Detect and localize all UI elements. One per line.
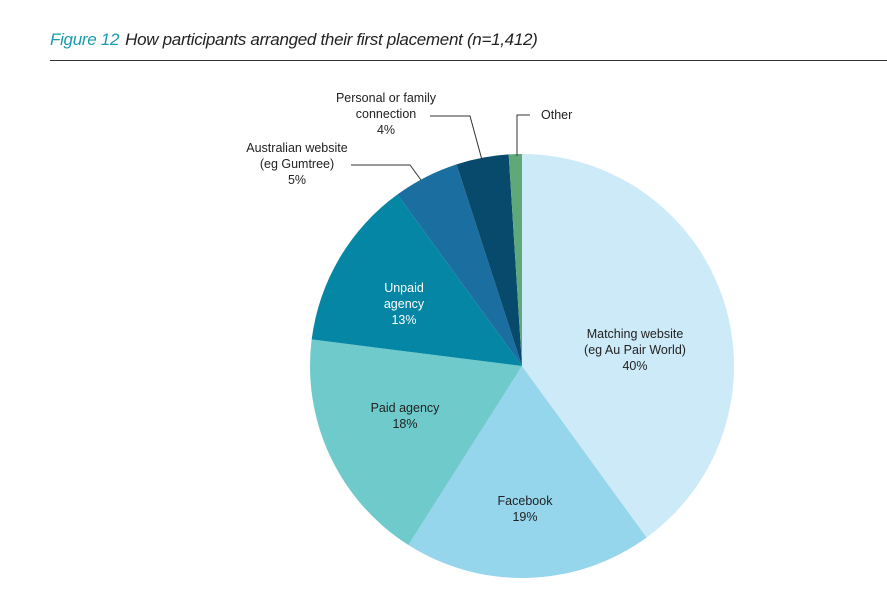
slice-label-3: Unpaid agency 13% [384,281,425,327]
leader-line-5 [430,115,483,161]
slice-label-line: (eg Gumtree) [260,157,334,171]
slice-label-5: Personal or family connection 4% [336,91,437,137]
slice-value-label: 18% [392,417,417,431]
slice-label-line: (eg Au Pair World) [584,343,686,357]
slice-label-line: Matching website [587,327,684,341]
slice-label-1: Facebook 19% [498,494,554,524]
slice-label-0: Matching website (eg Au Pair World) 40% [584,327,686,373]
slice-label-line: Other [541,108,572,122]
pie-slice-2 [310,339,522,545]
slice-label-line: Unpaid [384,281,424,295]
slice-label-line: agency [384,297,425,311]
title-rule [50,60,887,61]
slice-label-line: Australian website [246,141,347,155]
leader-line-6 [516,114,530,156]
slice-label-2: Paid agency 18% [371,401,441,431]
pie-slice-5 [456,154,522,366]
slice-label-line: connection [356,107,417,121]
pie-slice-0 [522,154,735,538]
slice-value-label: 13% [391,313,416,327]
slice-label-line: Facebook [498,494,554,508]
slice-value-label: 40% [622,359,647,373]
slice-label-line: Paid agency [371,401,441,415]
pie-slice-4 [397,164,522,366]
chart-title: Figure 12 How participants arranged their… [50,30,538,50]
leader-line-4 [351,164,422,181]
slice-label-line: Personal or family [336,91,437,105]
pie-slice-6 [508,154,522,366]
slice-label-4: Australian website (eg Gumtree) 5% [246,141,347,187]
slice-label-6: Other [541,108,572,122]
pie-slice-1 [408,366,647,578]
slice-value-label: 4% [377,123,395,137]
figure-label: Figure 12 [50,30,120,49]
chart-title-text: How participants arranged their first pl… [125,30,538,49]
pie-slice-3 [311,194,522,366]
slice-value-label: 5% [288,173,306,187]
slice-value-label: 19% [512,510,537,524]
